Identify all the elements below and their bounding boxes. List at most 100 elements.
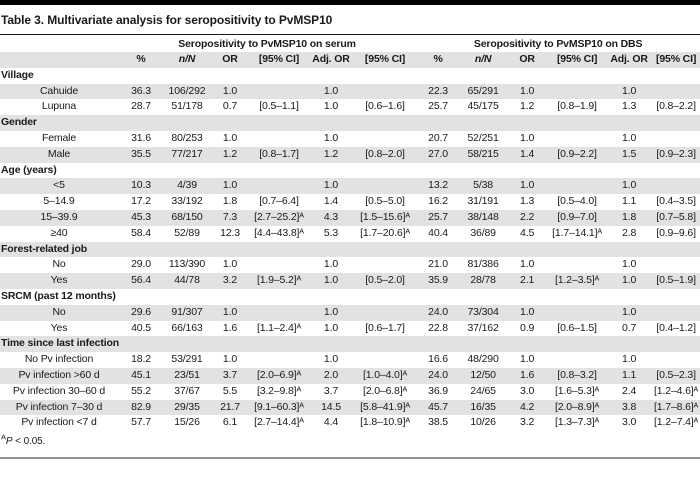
- data-cell: 0.7: [222, 100, 238, 113]
- data-cell: [2.0–6.8]ᴬ: [362, 384, 408, 397]
- data-cell: 66/163: [171, 321, 203, 334]
- data-cell: 55.2: [131, 384, 151, 397]
- data-cell: 22.3: [428, 84, 448, 97]
- data-cell: 14.5: [321, 400, 341, 413]
- group-header-row: Seropositivity to PvMSP10 on serum Serop…: [0, 37, 700, 52]
- section-header: Time since last infection: [1, 337, 120, 350]
- row-label: Female: [41, 131, 77, 144]
- data-cell: [2.7–25.2]ᴬ: [254, 210, 304, 223]
- data-cell: [1.9–5.2]ᴬ: [256, 274, 302, 287]
- data-cell: [0.8–2.0]: [365, 147, 405, 160]
- data-cell: 65/291: [467, 84, 499, 97]
- table-row: Pv infection 7–30 d 82.9 29/35 21.7 [9.1–60.…: [0, 399, 700, 416]
- data-cell: 4.4: [323, 416, 339, 429]
- column-header-dbs-n-n: n/N: [460, 52, 507, 68]
- data-cell: [1.5–15.6]ᴬ: [360, 210, 410, 223]
- data-cell: [1.7–14.1]ᴬ: [552, 226, 602, 239]
- data-cell: [250, 305, 308, 321]
- data-cell: 6.1: [222, 416, 238, 429]
- data-cell: [0.5–2.3]: [656, 368, 696, 381]
- table-row: Yes 40.5 66/163 1.6 [1.1–2.4]ᴬ 1.0 [0.6–1.7] 22…: [0, 321, 700, 337]
- data-cell: 1.0: [222, 258, 238, 271]
- data-cell: 1.0: [622, 84, 637, 97]
- data-cell: 45.1: [131, 368, 151, 381]
- data-cell: 1.0: [222, 353, 238, 366]
- column-header-serum-n-n: n/N: [164, 52, 210, 68]
- data-cell: [2.7–14.4]ᴬ: [254, 416, 304, 429]
- data-cell: [548, 352, 606, 368]
- footnote-threshold-text: < 0.05.: [12, 436, 46, 448]
- table-row: Lupuna 28.7 51/178 0.7 [0.5–1.1] 1.0 [0.6–1.6]…: [0, 99, 700, 115]
- data-cell: [5.8–41.9]ᴬ: [360, 400, 410, 413]
- data-cell: 1.0: [222, 305, 238, 318]
- data-cell: 1.0: [222, 179, 238, 192]
- data-cell: [9.1–60.3]ᴬ: [254, 400, 304, 413]
- data-cell: 28.7: [131, 100, 151, 113]
- data-cell: [652, 131, 700, 147]
- data-cell: 45.7: [428, 400, 448, 413]
- data-cell: 7.3: [222, 210, 238, 223]
- group-header-dbs: Seropositivity to PvMSP10 on DBS: [416, 37, 700, 52]
- data-cell: 2.4: [622, 384, 637, 397]
- data-cell: 58/215: [467, 147, 499, 160]
- section-header-row: SRCM (past 12 months): [0, 289, 700, 305]
- row-label: No Pv infection: [24, 353, 94, 366]
- section-header-row: Village: [0, 68, 700, 84]
- data-cell: 1.0: [323, 131, 339, 144]
- data-cell: 91/307: [171, 305, 203, 318]
- data-cell: 4.5: [520, 226, 535, 239]
- data-cell: [0.5–5.0]: [365, 195, 405, 208]
- data-cell: [0.7–5.8]: [656, 210, 696, 223]
- data-cell: 1.1: [622, 195, 637, 208]
- row-label: Cahuide: [39, 84, 79, 97]
- data-cell: 52/251: [467, 131, 499, 144]
- data-cell: [1.0–4.0]ᴬ: [362, 368, 408, 381]
- data-cell: 48/290: [467, 353, 499, 366]
- data-cell: 1.8: [222, 195, 238, 208]
- data-cell: 16.2: [428, 195, 448, 208]
- row-label: No: [52, 258, 66, 271]
- data-cell: 1.0: [520, 84, 535, 97]
- data-cell: [0.5–4.0]: [557, 195, 597, 208]
- footnote: AP < 0.05.: [0, 431, 700, 448]
- data-cell: 15/26: [174, 416, 200, 429]
- data-cell: 33/192: [171, 195, 203, 208]
- data-cell: 77/217: [171, 147, 203, 160]
- column-header-dbs-adj-or: Adj. OR: [606, 52, 653, 68]
- data-cell: [2.0–6.9]ᴬ: [256, 368, 302, 381]
- data-cell: 5/38: [473, 179, 493, 192]
- data-cell: 56.4: [131, 274, 151, 287]
- data-cell: 3.2: [222, 274, 238, 287]
- data-cell: 73/304: [467, 305, 499, 318]
- data-cell: 1.5: [622, 147, 637, 160]
- data-cell: 1.0: [520, 353, 535, 366]
- data-cell: 1.0: [323, 353, 339, 366]
- data-cell: [250, 131, 308, 147]
- table-row: Yes 56.4 44/78 3.2 [1.9–5.2]ᴬ 1.0 [0.5–2.0] 35.…: [0, 273, 700, 289]
- data-cell: 38.5: [428, 416, 448, 429]
- data-cell: [652, 352, 700, 368]
- data-cell: [2.0–8.9]ᴬ: [555, 400, 600, 413]
- data-cell: 3.8: [622, 400, 637, 413]
- data-cell: 13.2: [428, 179, 448, 192]
- data-cell: 31.6: [131, 131, 151, 144]
- table-row: Pv infection <7 d 57.7 15/26 6.1 [2.7–14.4]ᴬ…: [0, 415, 700, 431]
- data-cell: 4.3: [323, 210, 339, 223]
- data-cell: 2.1: [520, 274, 535, 287]
- column-header-serum-adj-or: Adj. OR: [308, 52, 354, 68]
- row-label: Pv infection 30–60 d: [12, 384, 106, 397]
- table-row: No 29.6 91/307 1.0 1.0 24.0 73/304 1.0 1.0: [0, 304, 700, 321]
- section-header-row: Age (years): [0, 163, 700, 179]
- data-cell: 1.0: [622, 305, 637, 318]
- data-cell: [652, 257, 700, 273]
- data-cell: 1.4: [520, 147, 535, 160]
- data-cell: 23/51: [174, 368, 200, 381]
- footnote-p-symbol: P: [5, 436, 13, 448]
- table-title: Table 3. Multivariate analysis for serop…: [0, 5, 700, 35]
- data-cell: 38/148: [467, 210, 499, 223]
- table-row: No Pv infection 18.2 53/291 1.0 1.0 16.6 48/29…: [0, 352, 700, 368]
- data-cell: 31/191: [467, 195, 499, 208]
- data-cell: 52/89: [174, 226, 200, 239]
- data-cell: 1.2: [222, 147, 238, 160]
- section-header-row: Time since last infection: [0, 336, 700, 353]
